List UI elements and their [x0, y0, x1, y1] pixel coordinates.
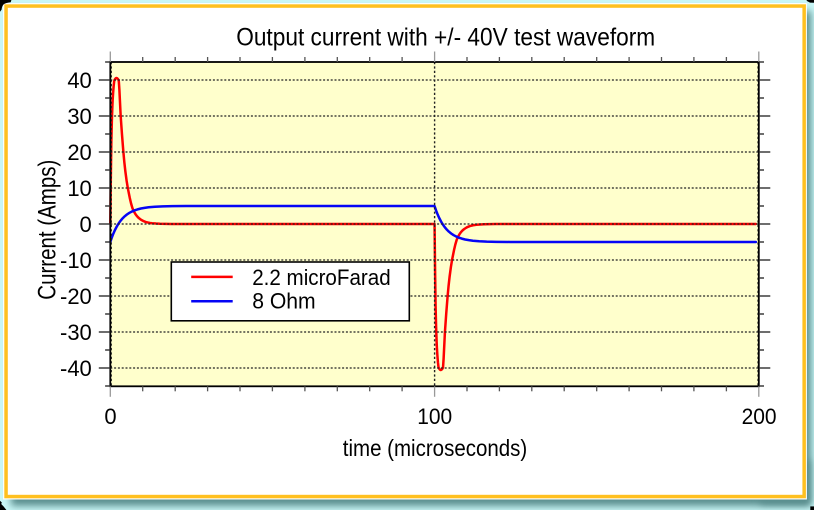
svg-text:20: 20: [67, 140, 91, 165]
svg-text:-10: -10: [60, 248, 92, 273]
svg-text:0: 0: [104, 404, 116, 429]
svg-text:2.2 microFarad: 2.2 microFarad: [252, 265, 391, 290]
svg-text:8 Ohm: 8 Ohm: [252, 289, 316, 314]
svg-text:Current (Amps): Current (Amps): [34, 160, 62, 300]
svg-text:Output current with +/- 40V te: Output current with +/- 40V test wavefor…: [236, 23, 655, 51]
svg-text:-20: -20: [60, 284, 92, 309]
svg-text:200: 200: [742, 404, 777, 429]
svg-text:-40: -40: [60, 356, 92, 381]
svg-text:30: 30: [67, 104, 91, 129]
svg-text:10: 10: [67, 176, 91, 201]
svg-text:0: 0: [80, 212, 92, 237]
svg-text:time (microseconds): time (microseconds): [343, 435, 528, 461]
svg-text:40: 40: [67, 68, 91, 93]
svg-text:100: 100: [417, 404, 452, 429]
svg-text:-30: -30: [60, 320, 92, 345]
